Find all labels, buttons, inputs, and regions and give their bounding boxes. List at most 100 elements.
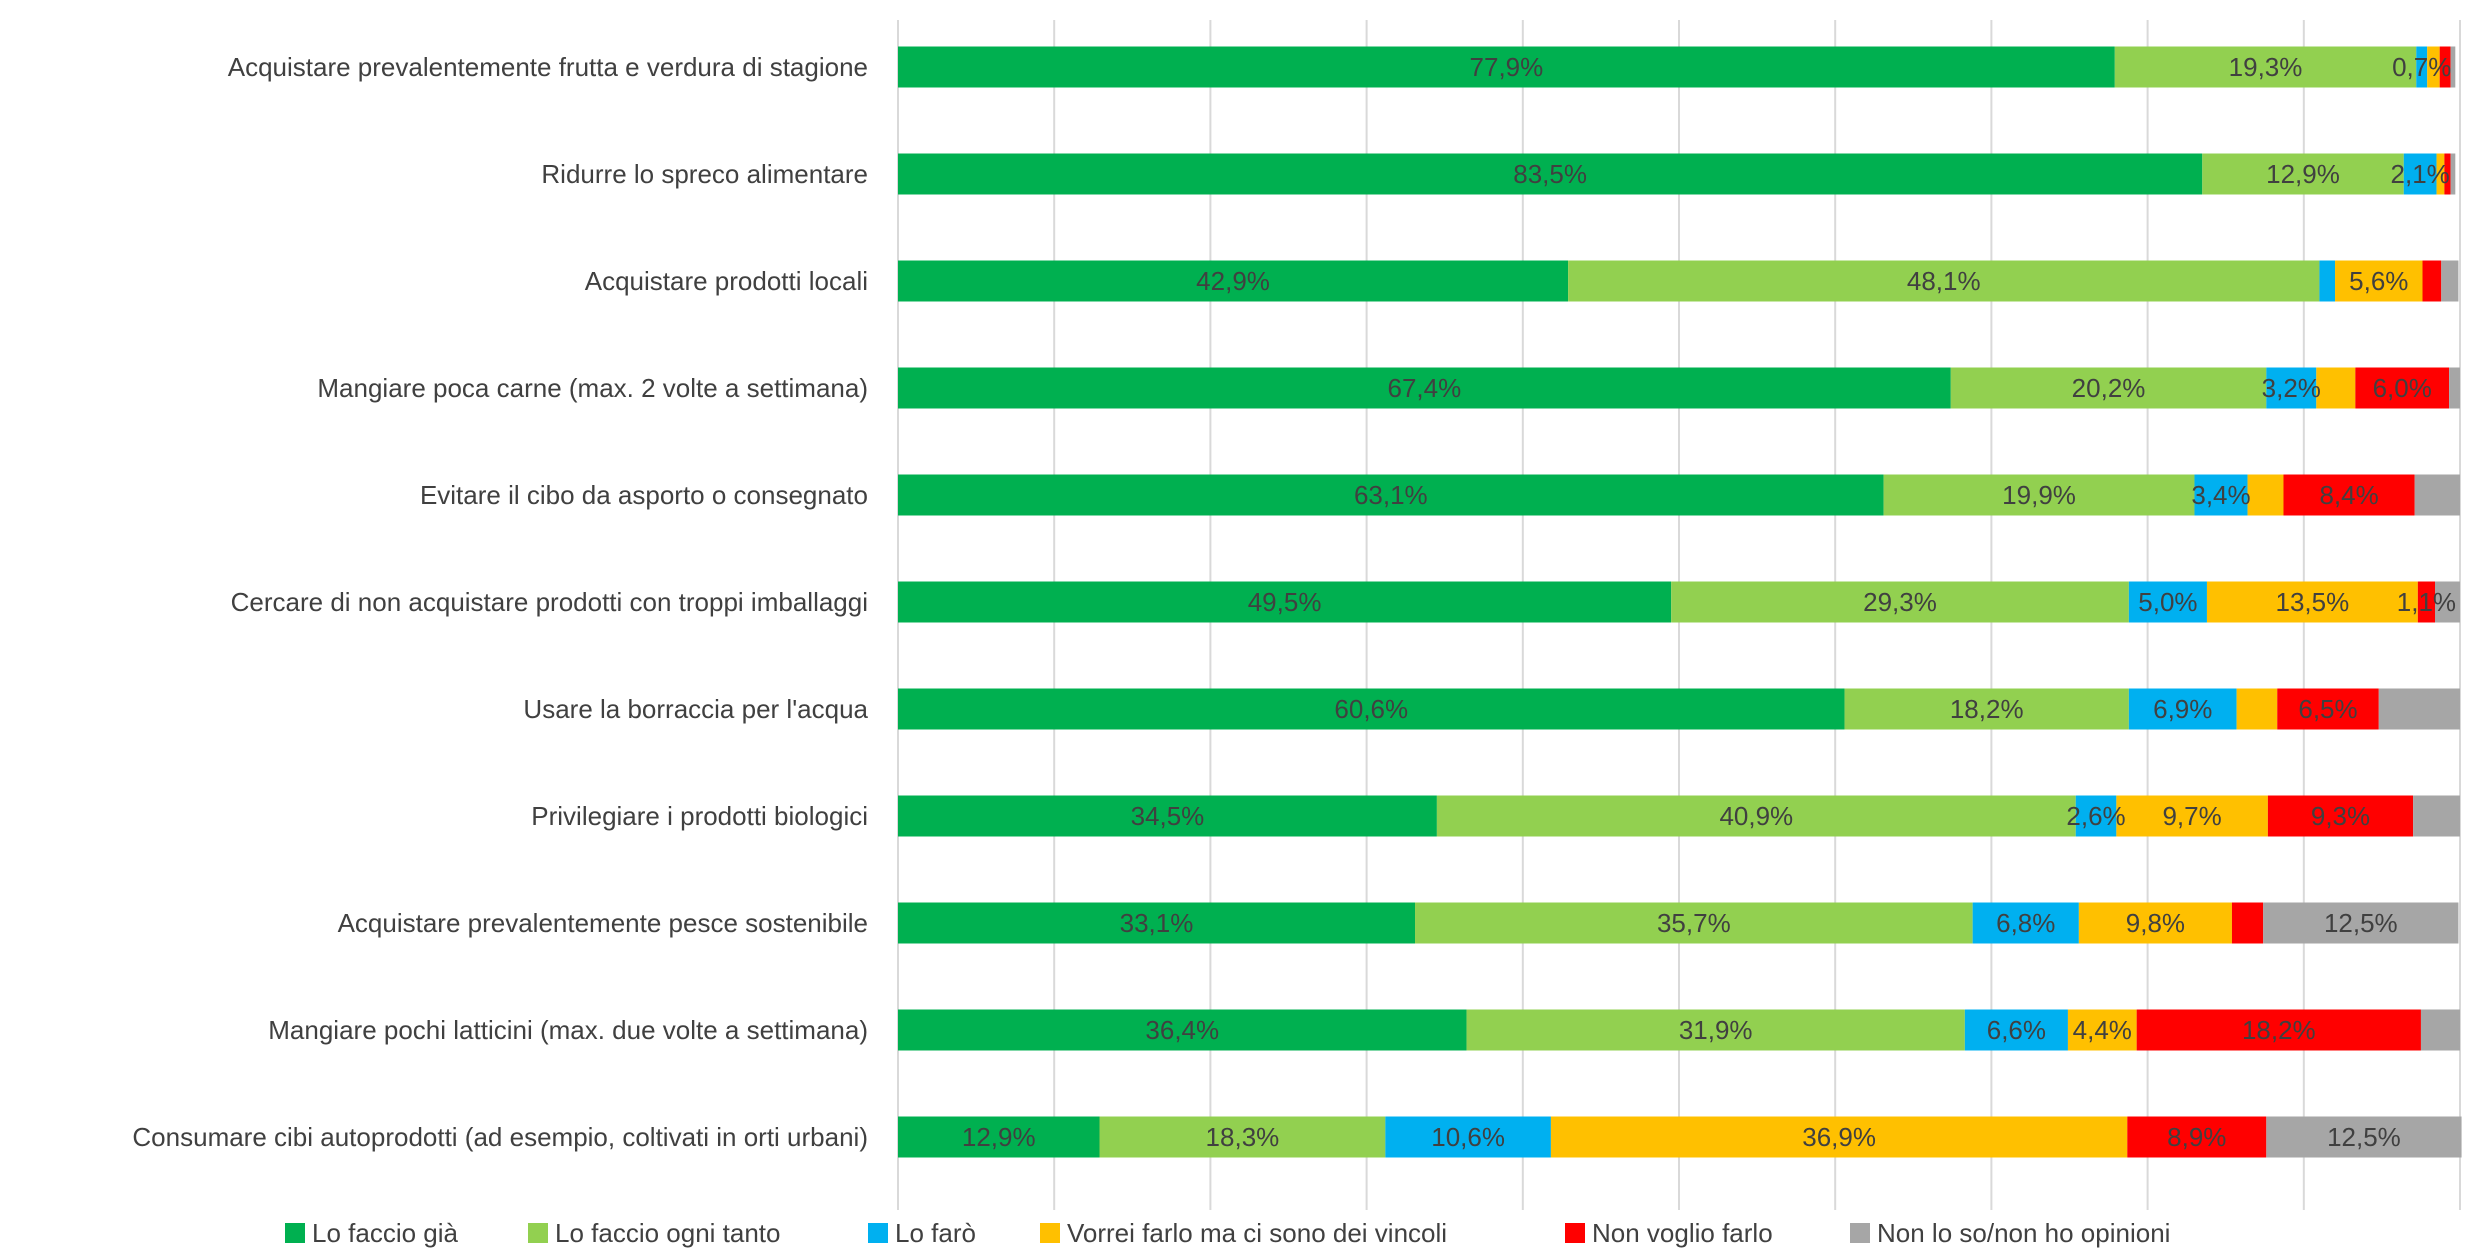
data-label: 19,3% <box>2229 52 2303 82</box>
bar-segment <box>898 688 1845 730</box>
bar-segment <box>2417 581 2436 623</box>
data-label: 6,6% <box>1987 1015 2046 1045</box>
legend-swatch <box>528 1223 548 1243</box>
bar-segment <box>898 1009 1467 1051</box>
data-label: 9,8% <box>2126 908 2185 938</box>
bar-segment <box>2206 581 2418 623</box>
category-labels: Acquistare prevalentemente frutta e verd… <box>132 52 868 1152</box>
data-label: 42,9% <box>1196 266 1270 296</box>
bar-segment <box>2231 902 2264 944</box>
category-label: Mangiare poca carne (max. 2 volte a sett… <box>317 373 868 403</box>
legend-swatch <box>1040 1223 1060 1243</box>
data-label: 9,3% <box>2311 801 2370 831</box>
legend-label: Lo farò <box>895 1218 976 1248</box>
bar-segment <box>2416 46 2428 88</box>
bar-segment <box>2247 474 2284 516</box>
bar-segment <box>2136 1009 2421 1051</box>
bar-segment <box>2277 688 2379 730</box>
bar-segment <box>1568 260 2320 302</box>
data-label: 12,5% <box>2327 1122 2401 1152</box>
bar-segment <box>2263 902 2459 944</box>
bar-segment <box>2194 474 2248 516</box>
data-label: 77,9% <box>1470 52 1544 82</box>
data-label: 8,9% <box>2167 1122 2226 1152</box>
bar-segment <box>2236 688 2278 730</box>
category-label: Cercare di non acquistare prodotti con t… <box>231 587 868 617</box>
bar-segment <box>2355 367 2450 409</box>
category-label: Privilegiare i prodotti biologici <box>531 801 868 831</box>
bar-segment <box>2403 153 2437 195</box>
bar-segment <box>898 474 1884 516</box>
category-label: Evitare il cibo da asporto o consegnato <box>420 480 868 510</box>
bar-segment <box>2414 474 2460 516</box>
category-label: Mangiare pochi latticini (max. due volte… <box>268 1015 868 1045</box>
bar-segment <box>2450 153 2456 195</box>
data-label: 13,5% <box>2276 587 2350 617</box>
data-label: 1,1% <box>2397 587 2456 617</box>
data-label: 6,9% <box>2153 694 2212 724</box>
bar-segment <box>2116 795 2268 837</box>
bar-segment <box>1466 1009 1965 1051</box>
category-label: Consumare cibi autoprodotti (ad esempio,… <box>132 1122 868 1152</box>
bar-segment <box>1436 795 2076 837</box>
bar-segment <box>2435 581 2460 623</box>
bar-segment <box>2316 367 2356 409</box>
bar-segment <box>2128 581 2207 623</box>
bar-segment <box>2413 795 2460 837</box>
bar-segment <box>898 795 1437 837</box>
data-label: 12,9% <box>2266 159 2340 189</box>
legend-swatch <box>868 1223 888 1243</box>
data-label: 29,3% <box>1863 587 1937 617</box>
bar-segment <box>2441 260 2459 302</box>
data-label: 20,2% <box>2072 373 2146 403</box>
data-label: 48,1% <box>1907 266 1981 296</box>
data-label: 5,0% <box>2138 587 2197 617</box>
legend: Lo faccio già Lo faccio ogni tanto Lo farò… <box>285 1218 2170 1248</box>
legend-label: Lo faccio già <box>312 1218 459 1248</box>
data-label: 18,2% <box>2242 1015 2316 1045</box>
category-label: Usare la borraccia per l'acqua <box>523 694 868 724</box>
data-labels: 77,9% 19,3% 0,7% 83,5% 12,9% 2,1% 42,9% 48,1% 5,… <box>962 52 2456 1152</box>
data-label: 5,6% <box>2349 266 2408 296</box>
data-label: 63,1% <box>1354 480 1428 510</box>
bars <box>898 46 2462 1158</box>
category-label: Acquistare prodotti locali <box>585 266 868 296</box>
bar-segment <box>1415 902 1973 944</box>
bar-segment <box>2114 46 2417 88</box>
category-label: Ridurre lo spreco alimentare <box>541 159 868 189</box>
bar-segment <box>1950 367 2267 409</box>
legend-label: Non voglio farlo <box>1592 1218 1773 1248</box>
data-label: 33,1% <box>1120 908 1194 938</box>
bar-segment <box>2078 902 2232 944</box>
data-label: 12,5% <box>2324 908 2398 938</box>
data-label: 49,5% <box>1248 587 1322 617</box>
bar-segment <box>1099 1116 1386 1158</box>
bar-segment <box>898 153 2203 195</box>
bar-segment <box>898 902 1416 944</box>
data-label: 12,9% <box>962 1122 1036 1152</box>
data-label: 6,5% <box>2298 694 2357 724</box>
data-label: 31,9% <box>1679 1015 1753 1045</box>
data-label: 0,7% <box>2392 52 2451 82</box>
data-label: 34,5% <box>1131 801 1205 831</box>
data-label: 36,4% <box>1145 1015 1219 1045</box>
legend-label: Lo faccio ogni tanto <box>555 1218 781 1248</box>
bar-segment <box>2436 153 2445 195</box>
bar-segment <box>2335 260 2423 302</box>
bar-segment <box>2202 153 2404 195</box>
bar-segment <box>898 581 1672 623</box>
bar-segment <box>898 46 2115 88</box>
bar-segment <box>1964 1009 2068 1051</box>
bar-segment <box>898 367 1951 409</box>
data-label: 18,2% <box>1950 694 2024 724</box>
legend-label: Non lo so/non ho opinioni <box>1877 1218 2170 1248</box>
bar-segment <box>2420 1009 2460 1051</box>
bar-segment <box>898 260 1569 302</box>
legend-swatch <box>285 1223 305 1243</box>
bar-segment <box>2075 795 2117 837</box>
bar-segment <box>2067 1009 2137 1051</box>
data-label: 60,6% <box>1334 694 1408 724</box>
bar-segment <box>2450 46 2456 88</box>
data-label: 6,0% <box>2373 373 2432 403</box>
